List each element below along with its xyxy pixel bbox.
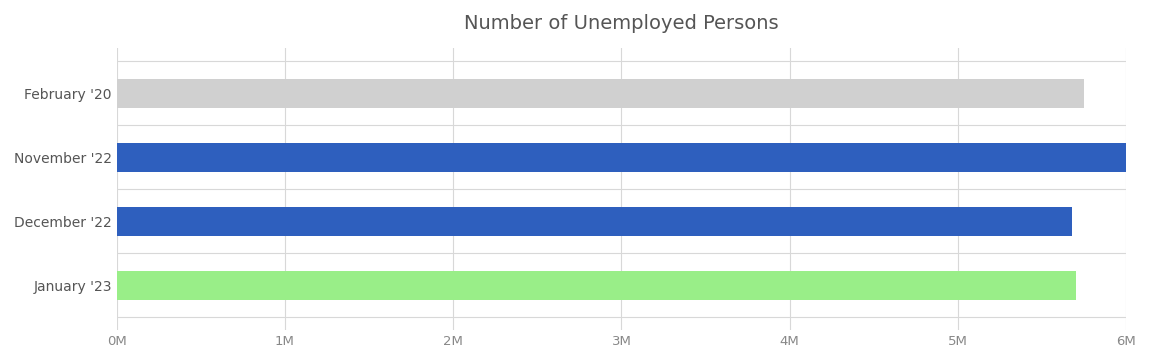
Bar <box>117 79 1084 108</box>
Bar <box>117 143 1128 172</box>
Title: Number of Unemployed Persons: Number of Unemployed Persons <box>465 14 779 33</box>
Bar <box>117 207 1073 236</box>
Bar <box>117 271 1075 300</box>
